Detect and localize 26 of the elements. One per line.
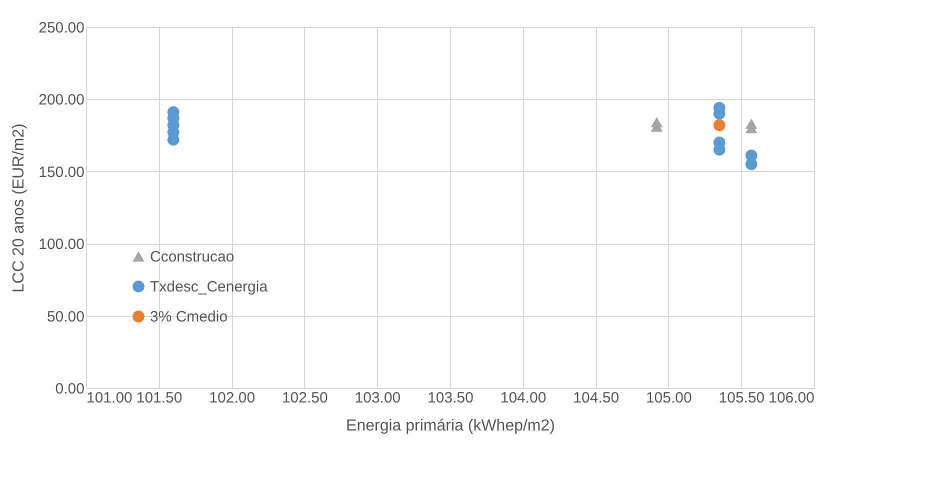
x-tick-label: 102.00	[209, 390, 256, 406]
point	[745, 118, 758, 129]
x-tick-label: 103.50	[428, 390, 474, 406]
x-tick-label: 102.50	[282, 390, 328, 406]
y-tick-label: 100.00	[38, 236, 84, 254]
y-tick-label: 200.00	[38, 92, 84, 109]
y-tick-label: 250.00	[38, 20, 84, 36]
x-tick-label: 105.50	[718, 390, 765, 406]
point	[745, 150, 758, 162]
y-axis-title: LCC 20 anos (EUR/m2)	[10, 124, 28, 292]
x-tick-label: 106.00	[768, 390, 814, 406]
y-tick-label: 50.00	[46, 308, 84, 326]
x-tick-label: 104.00	[500, 390, 546, 406]
y-tick-label: 150.00	[38, 164, 84, 181]
legend-label: Txdesc_Cenergia	[150, 278, 268, 296]
y-tick-label: 0.00	[55, 380, 84, 398]
x-tick-label: 105.00	[646, 390, 692, 406]
x-tick-label: 104.50	[573, 390, 620, 406]
point	[713, 119, 726, 132]
point	[650, 117, 663, 128]
x-tick-label: 101.00	[86, 390, 132, 406]
x-axis-title: Energia primária (kWhep/m2)	[346, 418, 555, 434]
legend-label: 3% Cmedio	[150, 308, 228, 326]
legend-label: Cconstrucao	[150, 248, 234, 266]
x-tick-label: 101.50	[136, 390, 182, 406]
x-tick-label: 103.00	[354, 390, 401, 406]
